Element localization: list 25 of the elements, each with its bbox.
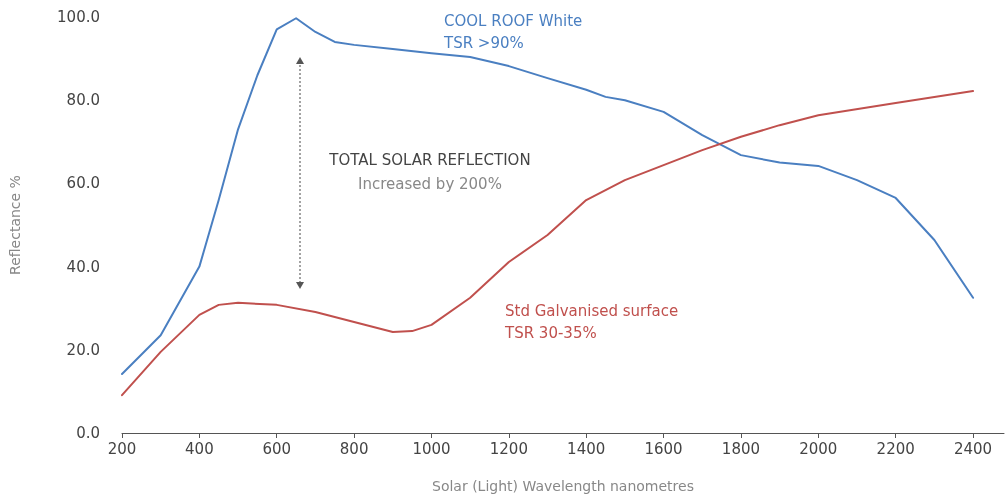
y-tick-label: 100.0 xyxy=(57,8,100,26)
y-tick-label: 60.0 xyxy=(66,174,100,193)
line-series xyxy=(121,90,975,397)
x-tick-label: 1400 xyxy=(567,439,606,458)
series-label: COOL ROOF White TSR >90% xyxy=(443,12,583,52)
x-axis-title: Solar (Light) Wavelength nanometres xyxy=(432,478,694,494)
annotation: TOTAL SOLAR REFLECTION xyxy=(328,150,531,169)
series-label: Std Galvanised surface TSR 30-35% xyxy=(504,302,679,342)
y-tick-label: 20.0 xyxy=(66,340,100,359)
x-tick-label: 2400 xyxy=(953,439,993,458)
annotation: Increased by 200% xyxy=(358,174,502,193)
x-tick-label: 1200 xyxy=(489,439,528,458)
x-tick-label: 2200 xyxy=(876,439,915,458)
y-tick-label: 80.0 xyxy=(66,91,100,110)
x-tick-label: 600 xyxy=(262,439,292,458)
y-tick-label: 0.0 xyxy=(76,424,100,442)
x-tick-label: 1000 xyxy=(412,439,451,458)
x-tick-label: 2000 xyxy=(799,439,838,458)
x-tick-label: 1800 xyxy=(721,439,761,458)
y-tick-label: 40.0 xyxy=(66,257,100,276)
x-tick-label: 800 xyxy=(339,439,369,458)
y-axis-title: Reflectance % xyxy=(7,175,23,275)
x-tick-label: 200 xyxy=(107,439,137,458)
x-tick-label: 400 xyxy=(185,439,214,458)
x-tick-label: 1600 xyxy=(644,439,683,458)
